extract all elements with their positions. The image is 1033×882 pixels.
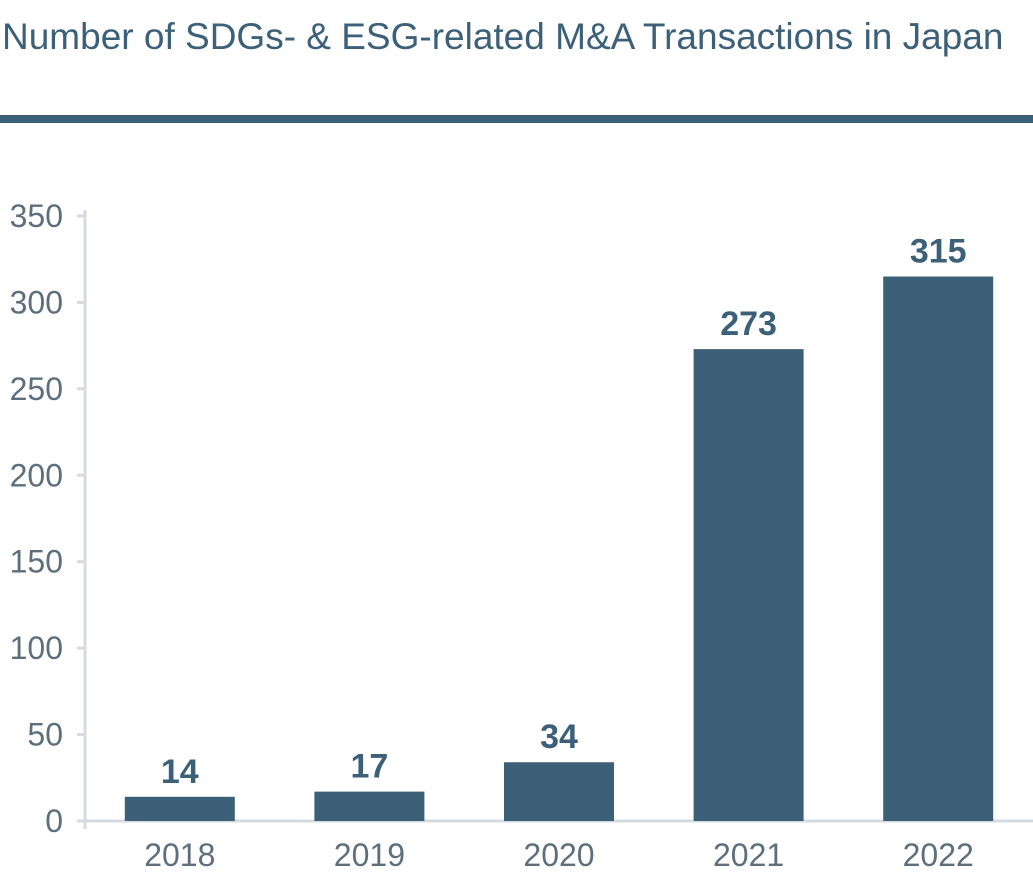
x-tick-label: 2018 bbox=[144, 837, 215, 873]
y-tick-label: 50 bbox=[27, 717, 63, 753]
bar-2021 bbox=[693, 349, 804, 821]
x-tick-label: 2019 bbox=[334, 837, 405, 873]
y-tick-label: 200 bbox=[10, 457, 63, 493]
y-axis-tick-labels: 0 50 100 150 200 250 300 350 bbox=[10, 198, 85, 839]
bar-2019 bbox=[314, 791, 425, 821]
bar-2018 bbox=[124, 796, 235, 821]
data-label-2019: 17 bbox=[350, 748, 388, 786]
y-tick-label: 250 bbox=[10, 371, 63, 407]
title-rule bbox=[0, 115, 1033, 123]
data-label-2020: 34 bbox=[540, 718, 578, 756]
y-tick-label: 300 bbox=[10, 284, 63, 320]
bars-group: 14 17 34 273 315 bbox=[124, 233, 994, 821]
x-tick-label: 2021 bbox=[713, 837, 784, 873]
data-label-2022: 315 bbox=[910, 233, 967, 271]
y-tick-label: 0 bbox=[45, 803, 63, 839]
chart-title: Number of SDGs- & ESG-related M&A Transa… bbox=[2, 16, 1004, 57]
data-label-2021: 273 bbox=[720, 305, 777, 343]
bar-2020 bbox=[504, 762, 614, 821]
bar-2022 bbox=[883, 276, 994, 821]
x-axis-tick-labels: 2018 2019 2020 2021 2022 bbox=[144, 837, 974, 873]
x-tick-label: 2020 bbox=[523, 837, 594, 873]
y-tick-label: 150 bbox=[10, 544, 63, 580]
y-tick-label: 100 bbox=[10, 630, 63, 666]
x-tick-label: 2022 bbox=[903, 837, 974, 873]
data-label-2018: 14 bbox=[161, 753, 199, 791]
y-tick-label: 350 bbox=[10, 198, 63, 234]
